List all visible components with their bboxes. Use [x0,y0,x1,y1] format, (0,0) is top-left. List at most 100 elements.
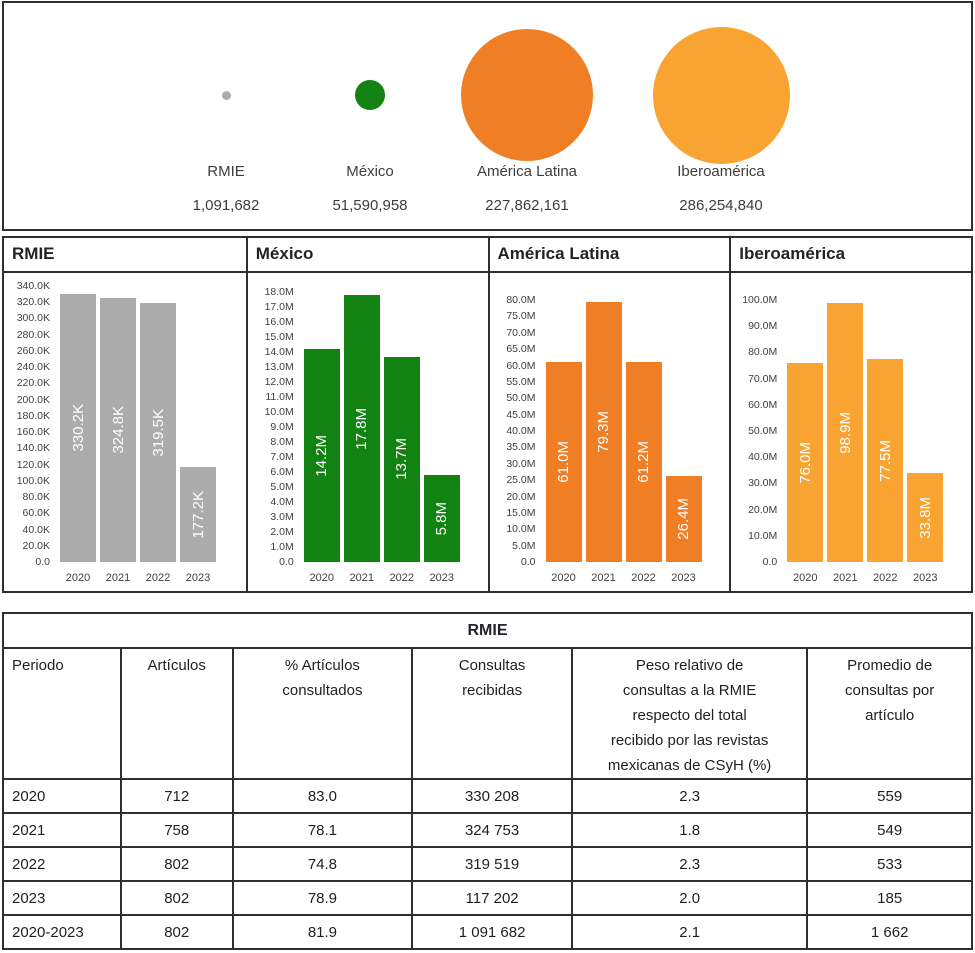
table-section: RMIE Periodo Artículos% Artículos consult… [2,612,973,950]
chart-title-america-latina: América Latina [489,238,730,273]
x-tick-label: 2020 [551,572,576,584]
bar-value-label: 324.8K [109,406,127,454]
y-tick-label: 1.0M [270,541,294,553]
table-row-2023: 2023 802 78.9 117 202 2.0 185 [2,880,973,916]
y-tick-label: 7.0M [270,451,294,463]
chart-panel-rmie: RMIE 0.0 20.0K 40.0K 60.0K 80.0K 100.0K 120.0K… [4,238,246,591]
bubble-value-mexico: 51,590,958 [332,197,408,214]
bar-value-label: 17.8M [353,407,371,450]
y-tick-label: 20.0M [748,503,778,516]
cell-peso_relativo: 2.3 [570,846,809,882]
bar-mexico-2023: 5.8M [423,475,460,562]
table-row-2020-2023: 2020-2023 802 81.9 1 091 682 2.1 1 662 [2,914,973,950]
bar-value-label: 14.2M [313,434,331,477]
y-tick-label: 0.0 [762,556,778,568]
y-tick-label: 70.0M [748,372,778,385]
bar-america-latina-2023: 26.4M [665,475,702,562]
x-tick-label: 2021 [833,572,858,584]
y-tick-label: 75.0M [506,310,536,323]
col-header-promedio: Promedio de consultas por artículo [806,647,973,780]
cell-consultas_recibidas: 319 519 [411,846,573,882]
bubble-value-rmie: 1,091,682 [192,197,260,214]
bubble-label-mexico: México [346,163,394,180]
y-tick-label: 65.0M [506,343,536,356]
y-tick-label: 12.0M [264,376,294,388]
y-tick-label: 5.0M [512,539,536,552]
cell-articulos: 712 [119,778,234,814]
chart-body-america-latina: 0.0 5.0M 10.0M 15.0M 20.0M 25.0M 30.0M 35.0M 40.… [490,273,730,591]
table-title-row: RMIE [2,612,973,649]
y-tick-label: 25.0M [506,474,536,487]
table-body: 2020 712 83.0 330 208 2.3 559 2021 758 78.1 324 7… [2,778,973,950]
bar-mexico-2020: 14.2M [303,349,340,562]
bar-iberoamerica-2021: 98.9M [827,302,864,562]
cell-promedio: 533 [806,846,973,882]
cell-consultas_recibidas: 324 753 [411,812,573,848]
y-tick-label: 0.0 [279,556,294,568]
table-row-2022: 2022 802 74.8 319 519 2.3 533 [2,846,973,882]
y-tick-label: 60.0M [506,359,536,372]
bar-mexico-2022: 13.7M [383,356,420,562]
y-tick-label: 80.0M [748,346,778,359]
cell-articulos: 802 [119,880,234,916]
bar-value-label: 76.0M [796,441,814,484]
cell-periodo: 2021 [2,812,122,848]
bar-value-label: 330.2K [69,404,87,452]
bubble-chart-panel: RMIE 1,091,682 México 51,590,958 América Lat… [2,1,973,231]
chart-body-mexico: 0.0 1.0M 2.0M 3.0M 4.0M 5.0M 6.0M 7.0M 8.0M 9.0M 1… [248,273,488,591]
y-tick-label: 8.0M [270,436,294,448]
bar-value-label: 5.8M [433,501,451,536]
x-tick-label: 2021 [105,572,131,584]
bar-value-label: 98.9M [836,411,854,454]
bar-iberoamerica-2020: 76.0M [787,362,824,562]
bar-rmie-2021: 324.8K [100,298,136,562]
y-tick-label: 20.0M [506,490,536,503]
y-tick-label: 180.0K [16,409,50,422]
y-tick-label: 5.0M [270,481,294,493]
cell-pct_articulos_consultados: 78.1 [231,812,414,848]
cell-consultas_recibidas: 1 091 682 [411,914,573,950]
col-header-pct_articulos_consultados: % Artículos consultados [231,647,414,780]
y-tick-label: 2.0M [270,526,294,538]
cell-pct_articulos_consultados: 81.9 [231,914,414,950]
cell-periodo: 2020 [2,778,122,814]
col-header-articulos: Artículos [119,647,234,780]
table-title: RMIE [2,612,973,649]
y-tick-label: 10.0M [264,406,294,418]
y-tick-label: 17.0M [264,301,294,313]
table-row-2020: 2020 712 83.0 330 208 2.3 559 [2,778,973,814]
y-tick-label: 15.0M [264,331,294,343]
y-tick-label: 35.0M [506,441,536,454]
chart-panel-mexico: México 0.0 1.0M 2.0M 3.0M 4.0M 5.0M 6.0M 7.0M 8.… [245,238,488,591]
cell-peso_relativo: 2.3 [570,778,809,814]
cell-peso_relativo: 2.0 [570,880,809,916]
bar-value-label: 77.5M [876,439,894,482]
chart-body-iberoamerica: 0.0 10.0M 20.0M 30.0M 40.0M 50.0M 60.0M 70.0M 80… [731,273,971,591]
y-tick-label: 9.0M [270,421,294,433]
chart-title-iberoamerica: Iberoamérica [731,238,971,273]
y-tick-label: 11.0M [265,391,294,403]
cell-periodo: 2023 [2,880,122,916]
y-tick-label: 20.0K [22,539,50,552]
y-tick-label: 60.0K [22,507,50,520]
y-tick-label: 100.0K [16,474,50,487]
cell-periodo: 2022 [2,846,122,882]
bar-value-label: 177.2K [189,490,207,539]
bar-iberoamerica-2023: 33.8M [907,473,944,562]
bar-value-label: 79.3M [595,411,612,453]
bar-america-latina-2021: 79.3M [585,302,622,562]
y-tick-label: 14.0M [264,346,294,358]
y-tick-label: 240.0K [16,361,50,374]
bar-mexico-2021: 17.8M [343,295,380,562]
chart-title-mexico: México [247,238,488,273]
y-tick-label: 18.0M [264,286,294,298]
cell-peso_relativo: 2.1 [570,914,809,950]
col-header-consultas_recibidas: Consultas recibidas [411,647,573,780]
cell-articulos: 802 [119,914,234,950]
y-tick-label: 140.0K [16,442,50,455]
bubble-circle-america-latina [461,29,593,161]
chart-body-rmie: 0.0 20.0K 40.0K 60.0K 80.0K 100.0K 120.0K 140.0… [4,273,246,591]
y-tick-label: 10.0M [506,523,536,536]
y-tick-label: 160.0K [16,426,50,439]
